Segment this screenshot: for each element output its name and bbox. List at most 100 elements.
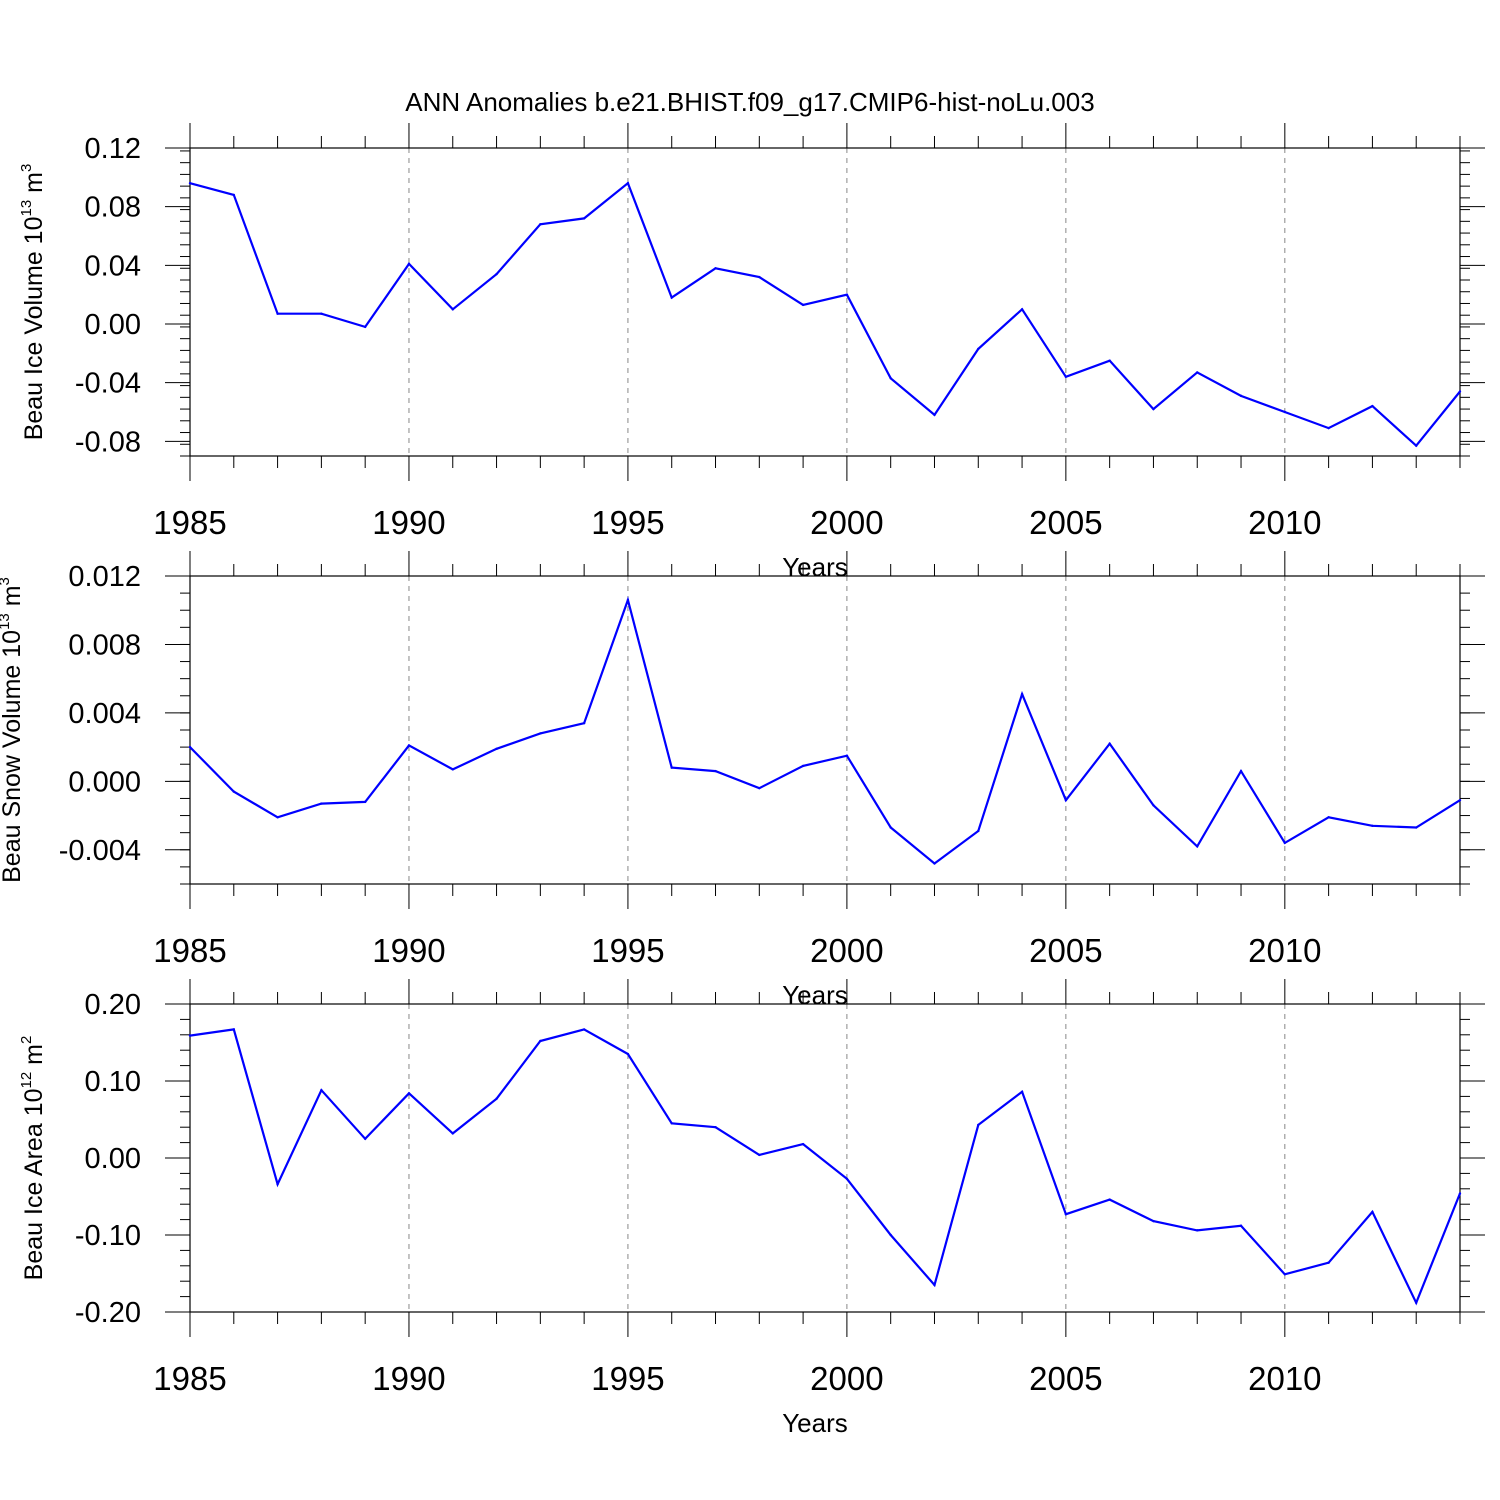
data-point xyxy=(1196,1229,1199,1232)
data-point xyxy=(801,303,805,307)
data-point xyxy=(845,1177,849,1180)
data-point xyxy=(670,296,673,299)
data-point xyxy=(188,745,192,749)
data-point xyxy=(1327,816,1330,819)
plot-frame xyxy=(189,1003,1461,1313)
y-tick-label: 0.00 xyxy=(85,1143,141,1175)
data-point xyxy=(582,217,586,220)
series-line xyxy=(189,1028,1462,1306)
x-tick-label: 2005 xyxy=(1029,504,1102,541)
data-point xyxy=(276,816,279,819)
data-point xyxy=(889,377,892,380)
y-axis-title-unit: m xyxy=(20,1044,48,1072)
data-point xyxy=(1108,359,1111,362)
x-tick-label: 2010 xyxy=(1248,504,1321,541)
data-point xyxy=(320,1089,323,1092)
data-point xyxy=(320,312,323,315)
x-tick-label: 2000 xyxy=(810,504,883,541)
data-point xyxy=(1196,845,1199,848)
y-tick-label: 0.04 xyxy=(85,250,141,282)
data-point xyxy=(363,325,367,329)
data-point xyxy=(670,1122,673,1125)
data-point xyxy=(1108,742,1111,745)
data-point xyxy=(582,721,586,725)
data-point xyxy=(1152,1219,1155,1223)
x-tick-label: 2010 xyxy=(1248,932,1321,969)
chart-panel-3: -0.20 -0.10 0.00 0.10 0.20 1985 1990 1995 2000 20… xyxy=(18,979,1485,1438)
y-axis-title: Beau Ice Area 1012 m2 xyxy=(18,1036,48,1281)
y-axis-title-main: Beau Ice Volume 10 xyxy=(20,217,48,441)
y-axis-title-unit-exponent: 3 xyxy=(0,577,13,585)
y-axis-title-unit: m xyxy=(20,172,48,200)
x-tick-label: 1985 xyxy=(153,1360,226,1397)
x-tick-label: 2005 xyxy=(1029,1360,1102,1397)
data-point xyxy=(1064,1213,1068,1216)
y-tick-label: 0.10 xyxy=(85,1066,141,1098)
data-point xyxy=(1371,404,1374,408)
data-point xyxy=(188,1034,192,1037)
y-tick-label: 0.008 xyxy=(68,629,141,661)
data-point xyxy=(495,1097,498,1100)
x-axis-title: Years xyxy=(782,552,848,582)
plot-frame xyxy=(189,575,1461,885)
data-point xyxy=(1020,692,1024,696)
data-point xyxy=(320,802,323,805)
y-axis-title-main: Beau Ice Area 10 xyxy=(20,1089,48,1281)
data-point xyxy=(1064,798,1068,802)
data-point xyxy=(1458,798,1462,802)
data-point xyxy=(276,312,279,315)
series-line xyxy=(189,181,1461,448)
data-point xyxy=(1327,426,1330,430)
data-point xyxy=(933,413,936,417)
data-point xyxy=(188,182,192,185)
x-tick-label: 1990 xyxy=(372,1360,445,1397)
data-point xyxy=(977,829,980,833)
x-tick-label: 1985 xyxy=(153,504,226,541)
y-tick-label: 0.20 xyxy=(85,989,141,1021)
y-axis-title-exponent: 12 xyxy=(18,1072,35,1089)
data-point xyxy=(1020,308,1024,311)
data-point xyxy=(232,790,235,793)
data-point xyxy=(1064,375,1068,378)
data-point xyxy=(801,1142,805,1146)
data-point xyxy=(1152,804,1155,807)
y-axis-title-exponent: 13 xyxy=(18,200,35,217)
data-point xyxy=(582,1028,586,1031)
chart-title: ANN Anomalies b.e21.BHIST.f09_g17.CMIP6-… xyxy=(405,87,1094,117)
x-axis-title: Years xyxy=(782,980,848,1010)
series-line xyxy=(189,596,1461,865)
y-tick-label: 0.004 xyxy=(68,698,141,730)
data-point xyxy=(1283,410,1287,414)
data-point xyxy=(1415,826,1418,829)
x-tick-label: 1995 xyxy=(591,504,664,541)
data-point xyxy=(977,347,980,351)
data-point xyxy=(714,769,717,773)
y-tick-label: -0.10 xyxy=(75,1220,141,1252)
y-axis-title: Beau Ice Volume 1013 m3 xyxy=(18,164,48,441)
y-tick-label: -0.004 xyxy=(59,835,141,867)
data-point xyxy=(889,826,892,829)
chart-panel-2: -0.004 0.000 0.004 0.008 0.012 1985 1990 1995 20… xyxy=(0,551,1485,1010)
data-point xyxy=(977,1123,980,1127)
data-point xyxy=(1152,407,1155,411)
data-point xyxy=(758,786,761,790)
data-point xyxy=(407,1092,411,1095)
data-point xyxy=(1458,390,1462,393)
data-point xyxy=(1283,841,1287,845)
data-point xyxy=(363,800,367,804)
data-point xyxy=(889,1233,892,1237)
data-point xyxy=(1283,1273,1287,1276)
x-tick-label: 1990 xyxy=(372,932,445,969)
data-point xyxy=(626,182,630,185)
y-tick-label: -0.08 xyxy=(75,426,141,458)
data-point xyxy=(801,764,805,768)
x-tick-label: 2010 xyxy=(1248,1360,1321,1397)
chart-panel-1: -0.08 -0.04 0.00 0.04 0.08 0.12 1985 1990 1995 20… xyxy=(18,123,1485,582)
data-point xyxy=(933,1283,936,1287)
data-point xyxy=(714,267,717,270)
data-point xyxy=(539,732,542,735)
data-point xyxy=(933,862,936,865)
data-point xyxy=(758,275,761,279)
